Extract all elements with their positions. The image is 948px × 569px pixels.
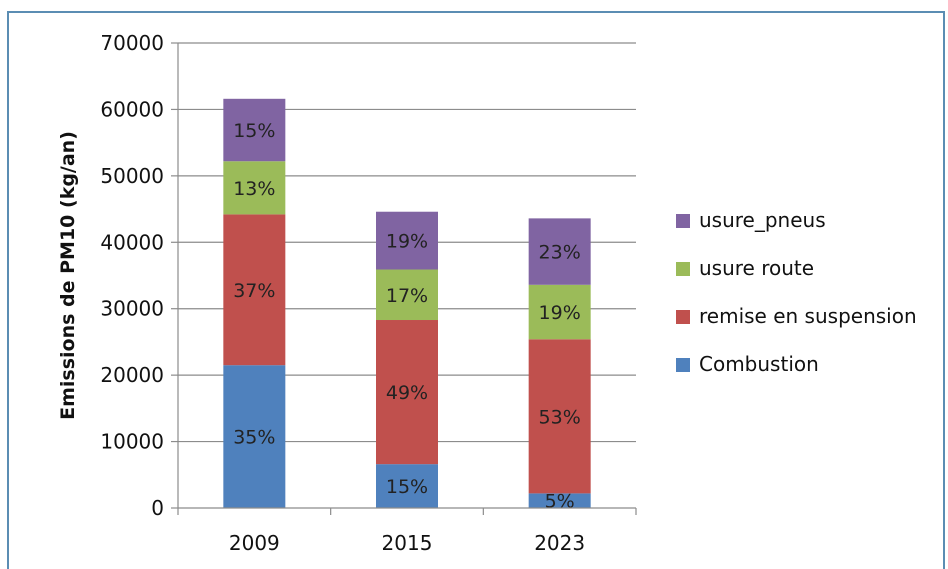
y-tick-label: 50000 bbox=[100, 164, 164, 188]
data-label: 53% bbox=[539, 406, 581, 428]
bar-segment bbox=[223, 98, 286, 162]
data-label: 15% bbox=[233, 120, 275, 142]
data-label: 15% bbox=[386, 476, 428, 498]
legend-label: usure_pneus bbox=[699, 208, 826, 232]
bars: 35% 37% 13% 15% 15% 49% 17% 19% 5% 53% 19% 23% bbox=[223, 98, 591, 513]
bar-segment bbox=[376, 464, 438, 508]
y-axis-label: Emissions de PM10 (kg/an) bbox=[57, 131, 79, 420]
data-label: 17% bbox=[386, 285, 428, 307]
bar-segment bbox=[528, 218, 591, 285]
y-tick-label: 0 bbox=[151, 496, 164, 520]
x-tick-label: 2009 bbox=[229, 531, 280, 555]
chart-border bbox=[7, 11, 945, 569]
data-label: 19% bbox=[539, 302, 581, 324]
bar-segment bbox=[376, 211, 438, 270]
bar-segment bbox=[223, 214, 286, 366]
legend-label: Combustion bbox=[699, 352, 819, 376]
legend-swatch bbox=[676, 310, 690, 324]
y-tick-label: 40000 bbox=[100, 230, 164, 254]
data-label: 19% bbox=[386, 231, 428, 253]
data-label: 35% bbox=[233, 427, 275, 449]
data-label: 23% bbox=[539, 242, 581, 264]
data-label: 49% bbox=[386, 382, 428, 404]
y-tick-label: 20000 bbox=[100, 363, 164, 387]
bar-segment bbox=[528, 493, 591, 508]
x-tick-label: 2015 bbox=[382, 531, 433, 555]
bar-segment bbox=[223, 161, 286, 215]
bar-segment bbox=[376, 320, 438, 465]
legend-label: remise en suspension bbox=[699, 304, 917, 328]
x-tick-labels: 2009 2015 2023 bbox=[229, 531, 585, 555]
bar-segment bbox=[528, 339, 591, 494]
data-label: 13% bbox=[233, 178, 275, 200]
x-tick-label: 2023 bbox=[534, 531, 585, 555]
legend-swatch bbox=[676, 214, 690, 228]
legend-label: usure route bbox=[699, 256, 814, 280]
y-tick-label: 10000 bbox=[100, 430, 164, 454]
legend-swatch bbox=[676, 358, 690, 372]
y-tick-labels: 0 10000 20000 30000 40000 50000 60000 70000 bbox=[100, 31, 164, 520]
bar-segment bbox=[528, 284, 591, 340]
axes bbox=[177, 43, 637, 515]
y-tick-label: 70000 bbox=[100, 31, 164, 55]
legend-swatch bbox=[676, 262, 690, 276]
y-tick-label: 30000 bbox=[100, 297, 164, 321]
bar-segment bbox=[223, 365, 286, 508]
bar-segment bbox=[376, 269, 438, 321]
data-label: 5% bbox=[545, 491, 575, 513]
y-tick-label: 60000 bbox=[100, 97, 164, 121]
data-label: 37% bbox=[233, 280, 275, 302]
